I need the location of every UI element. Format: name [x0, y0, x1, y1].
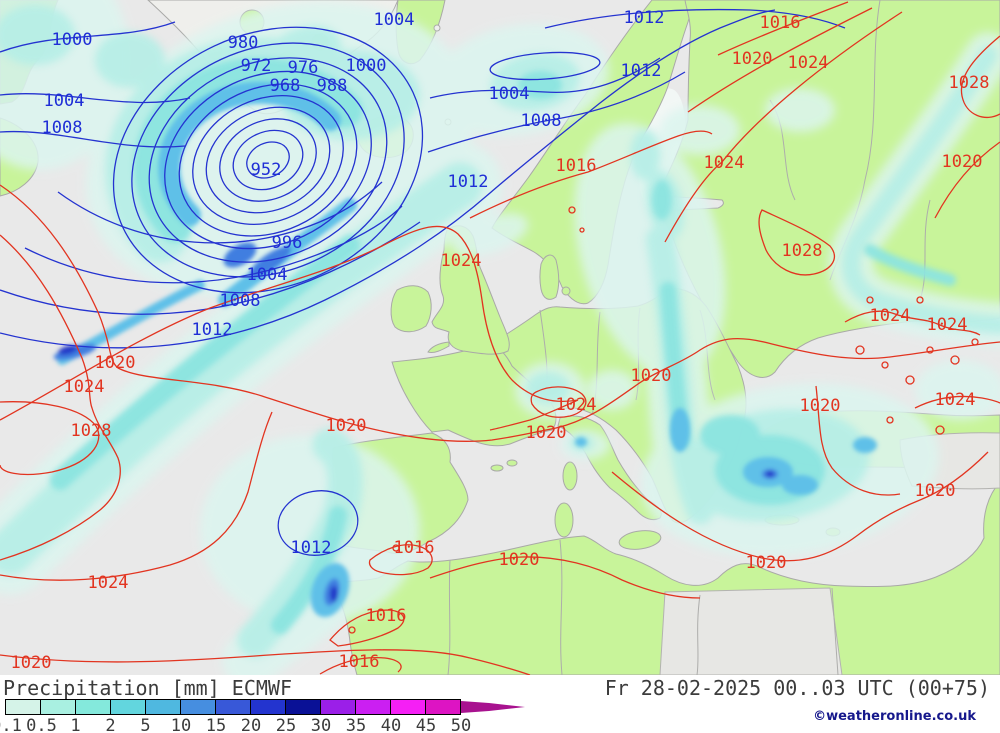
- colorbar-segment: [286, 700, 321, 714]
- isobar-label: 1012: [291, 538, 332, 558]
- ireland: [390, 285, 432, 333]
- isobar-label: 1004: [44, 91, 85, 111]
- colorbar-value: 0.1: [0, 716, 22, 733]
- isobar-label: 1020: [11, 653, 52, 673]
- isobar-label: 996: [272, 233, 303, 253]
- colorbar-value: 0.5: [26, 716, 57, 733]
- colorbar-segment: [391, 700, 426, 714]
- isobar-label: 1020: [942, 152, 983, 172]
- legend-strip: Precipitation [mm] ECMWF Fr 28-02-2025 0…: [0, 675, 1000, 733]
- isobar-label: 1020: [631, 366, 672, 386]
- colorbar-segment: [76, 700, 111, 714]
- great-britain: [431, 225, 510, 355]
- colorbar-value: 25: [275, 716, 297, 733]
- isobars-high-pressure: [0, 1, 1000, 675]
- isobar-label: 1020: [915, 481, 956, 501]
- isobar-label: 1028: [782, 241, 823, 261]
- isobar-label: 976: [288, 58, 319, 78]
- isobar-label: 1008: [521, 111, 562, 131]
- colorbar-value: 10: [170, 716, 192, 733]
- isobar-label: 1024: [788, 53, 829, 73]
- isobar-label: 1024: [870, 306, 911, 326]
- colorbar-value: 2: [105, 716, 116, 733]
- colorbar-segment: [216, 700, 251, 714]
- isobar-label: 1024: [64, 377, 105, 397]
- isobar-label: 1020: [746, 553, 787, 573]
- colorbar-segment: [146, 700, 181, 714]
- isobars-low-pressure: [0, 8, 846, 556]
- isobar-label: 972: [241, 56, 272, 76]
- colorbar-segment: [356, 700, 391, 714]
- colorbar-value: 30: [310, 716, 332, 733]
- isobar-label: 1008: [42, 118, 83, 138]
- isobar-label: 1004: [247, 265, 288, 285]
- isobar-label: 1016: [394, 538, 435, 558]
- isobar-label: 1024: [704, 153, 745, 173]
- isobar-label: 968: [270, 76, 301, 96]
- colorbar-value: 45: [415, 716, 437, 733]
- colorbar-value: 1: [70, 716, 81, 733]
- isobar-label: 1008: [220, 291, 261, 311]
- isobar-label: 1016: [760, 13, 801, 33]
- colorbar-segment: [426, 700, 460, 714]
- colorbar-value: 5: [140, 716, 151, 733]
- isobar-label: 1016: [366, 606, 407, 626]
- isobar-label: 1028: [71, 421, 112, 441]
- isobar-label: 1024: [927, 315, 968, 335]
- forecast-datetime: Fr 28-02-2025 00..03 UTC (00+75): [604, 676, 990, 700]
- isobar-label: 1020: [526, 423, 567, 443]
- isobar-label: 1016: [556, 156, 597, 176]
- colorbar-overflow-arrow: [461, 701, 525, 713]
- precipitation-colorbar: [5, 699, 461, 715]
- isobar-label: 1020: [732, 49, 773, 69]
- isobar-label: 952: [251, 160, 282, 180]
- isobar-label: 1028: [949, 73, 990, 93]
- precipitation-map: 1000 1004 1008 980 972 976 968 988 1000 1004 952 10…: [0, 0, 1000, 675]
- isobar-label: 1004: [489, 84, 530, 104]
- isobar-label: 1020: [800, 396, 841, 416]
- isobar-label: 1020: [326, 416, 367, 436]
- isobar-label: 1020: [499, 550, 540, 570]
- colorbar-value: 15: [205, 716, 227, 733]
- colorbar-segment: [111, 700, 146, 714]
- isobar-label: 1024: [935, 390, 976, 410]
- isobar-label: 1024: [441, 251, 482, 271]
- colorbar-segment: [181, 700, 216, 714]
- isobar-label: 1012: [621, 61, 662, 81]
- isobar-label: 1000: [52, 30, 93, 50]
- colorbar-segment: [321, 700, 356, 714]
- colorbar-segment: [6, 700, 41, 714]
- isobar-label: 1024: [556, 395, 597, 415]
- colorbar-segment: [41, 700, 76, 714]
- isobar-label: 1012: [448, 172, 489, 192]
- isobar-label: 1012: [624, 8, 665, 28]
- colorbar-value: 20: [240, 716, 262, 733]
- isobar-label: 1016: [339, 652, 380, 672]
- isobar-label: 1004: [374, 10, 415, 30]
- isobar-label: 1024: [88, 573, 129, 593]
- isobar-label: 1000: [346, 56, 387, 76]
- colorbar-value: 35: [345, 716, 367, 733]
- colorbar-value: 40: [380, 716, 402, 733]
- isobar-label: 1012: [192, 320, 233, 340]
- colorbar-value: 50: [450, 716, 472, 733]
- isobar-label: 988: [317, 76, 348, 96]
- isobar-label: 1020: [95, 353, 136, 373]
- isobar-label: 980: [228, 33, 259, 53]
- colorbar-segment: [251, 700, 286, 714]
- legend-title: Precipitation [mm] ECMWF: [3, 676, 292, 700]
- copyright-link[interactable]: ©weatheronline.co.uk: [813, 709, 976, 724]
